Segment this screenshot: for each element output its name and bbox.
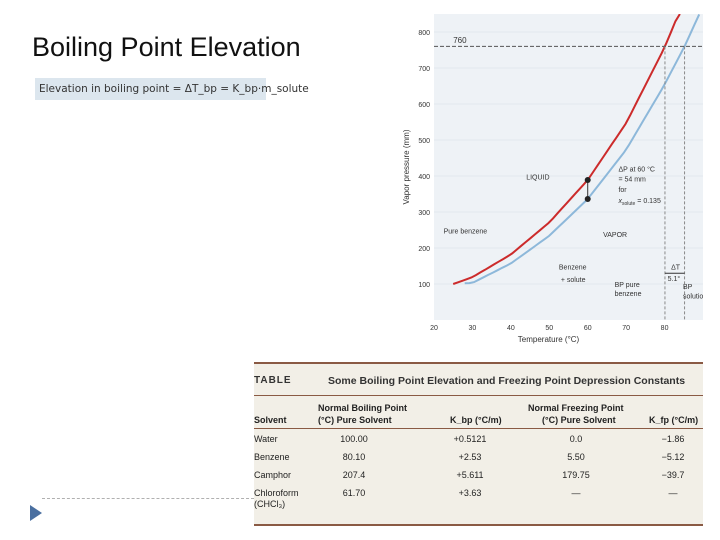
- row-3-kbp: +5.611: [456, 470, 484, 480]
- y-tick-label-600: 600: [418, 102, 430, 109]
- y-tick-label-200: 200: [418, 246, 430, 253]
- series-line-1: [464, 14, 701, 285]
- y-tick-label-800: 800: [418, 30, 430, 37]
- row-1-bp: 100.00: [340, 434, 368, 444]
- annotation-760: 760: [453, 36, 467, 45]
- header-rule: [254, 395, 703, 396]
- row-2-solvent: Benzene: [254, 452, 290, 462]
- row-1-kfp: −1.86: [661, 434, 685, 444]
- annotation-benzene-solute-2: + solute: [561, 277, 586, 284]
- x-tick-label-70: 70: [622, 325, 630, 332]
- annotation-bp-pure-1: BP pure: [615, 282, 640, 289]
- row-2-bp: 80.10: [342, 452, 366, 462]
- annotation-delta-p-2: = 54 mm: [618, 176, 646, 183]
- annotation-x-subscript: solute: [622, 201, 636, 207]
- col-header-nbp-1: Normal Boiling Point: [318, 403, 407, 413]
- column-rule: [254, 428, 703, 429]
- x-tick-label-30: 30: [469, 325, 477, 332]
- x-axis-label: Temperature (°C): [518, 335, 580, 344]
- table-title: Some Boiling Point Elevation and Freezin…: [328, 375, 686, 387]
- col-header-nfp-2: (°C) Pure Solvent: [542, 415, 616, 425]
- row-2-fp: 5.50: [567, 452, 585, 462]
- row-1-kbp: +0.5121: [453, 434, 487, 444]
- col-header-nfp-1: Normal Freezing Point: [528, 403, 624, 413]
- col-header-solvent: Solvent: [254, 415, 287, 425]
- next-slide-arrow-icon: [30, 505, 42, 521]
- x-tick-label-40: 40: [507, 325, 515, 332]
- annotation-bp-pure-2: benzene: [615, 291, 642, 298]
- annotation-x-symbol: x: [617, 198, 622, 205]
- annotation-delta-p-3: for: [618, 187, 627, 194]
- row-3-fp: 179.75: [562, 470, 590, 480]
- row-2-kfp: −5.12: [661, 452, 685, 462]
- row-4-fp: —: [571, 488, 581, 498]
- annotation-delta-t: ΔT: [671, 265, 681, 272]
- annotation-x-value: = 0.135: [637, 198, 661, 205]
- annotation-bp-solution-2: solution: [683, 293, 703, 300]
- y-tick-label-400: 400: [418, 174, 430, 181]
- formula-box: Elevation in boiling point = ΔT_bp = K_b…: [35, 78, 309, 100]
- series-line-0: [452, 14, 681, 285]
- row-3-bp: 207.4: [342, 470, 366, 480]
- footer-dashed-line: [42, 498, 254, 499]
- constants-table: TABLE Some Boiling Point Elevation and F…: [254, 362, 703, 526]
- annotation-delta-p-4: xsolute = 0.135: [617, 198, 661, 207]
- annotation-delta-p-1: ΔP at 60 °C: [618, 166, 655, 174]
- delta-p-point-pure: [584, 176, 591, 183]
- annotation-bp-solution-1: BP: [683, 284, 693, 291]
- y-axis-label: Vapor pressure (mm): [402, 129, 411, 204]
- row-4-kbp: +3.63: [458, 488, 482, 498]
- row-4-kfp: —: [668, 488, 678, 498]
- row-4-solvent: Chloroform: [254, 488, 299, 498]
- col-header-kbp: K_bp (°C/m): [450, 415, 502, 425]
- row-2-kbp: +2.53: [458, 452, 482, 462]
- y-tick-label-300: 300: [418, 210, 430, 217]
- slide-title: Boiling Point Elevation: [32, 32, 301, 62]
- x-tick-label-50: 50: [545, 325, 553, 332]
- x-tick-label-60: 60: [584, 325, 592, 332]
- col-header-kfp: K_fp (°C/m): [649, 415, 699, 425]
- plot-area: [434, 14, 703, 320]
- col-header-nbp-2: (°C) Pure Solvent: [318, 415, 392, 425]
- annotation-pure-benzene: Pure benzene: [444, 229, 488, 236]
- annotation-benzene-solute-1: Benzene: [559, 265, 587, 272]
- delta-p-point-solution: [584, 196, 591, 203]
- row-4-solvent-formula: (CHCl₃): [254, 499, 286, 509]
- table-tag: TABLE: [254, 375, 292, 386]
- row-3-kfp: −39.7: [661, 470, 685, 480]
- y-tick-label-700: 700: [418, 66, 430, 73]
- annotation-delta-t-value: 5.1°: [668, 275, 681, 283]
- y-tick-label-500: 500: [418, 138, 430, 145]
- x-tick-label-80: 80: [661, 325, 669, 332]
- table-header: TABLE Some Boiling Point Elevation and F…: [254, 372, 703, 392]
- x-tick-label-20: 20: [430, 325, 438, 332]
- annotation-liquid: LIQUID: [526, 175, 549, 182]
- row-3-solvent: Camphor: [254, 470, 292, 480]
- y-tick-label-100: 100: [418, 282, 430, 289]
- annotation-vapor: VAPOR: [603, 232, 627, 239]
- row-1-fp: 0.0: [569, 434, 583, 444]
- row-4-bp: 61.70: [342, 488, 366, 498]
- row-1-solvent: Water: [254, 434, 278, 444]
